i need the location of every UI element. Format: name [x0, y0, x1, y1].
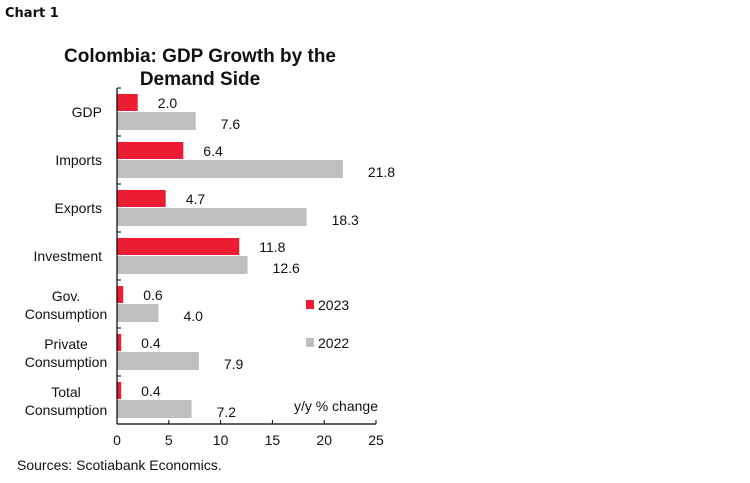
- bar-2022: [117, 112, 196, 130]
- bar-2022: [117, 304, 159, 322]
- chart-label: Chart 1: [5, 6, 59, 21]
- data-label: 4.7: [186, 191, 206, 207]
- data-label: 2.0: [158, 95, 178, 111]
- category-label: Exports: [55, 200, 102, 216]
- data-label: 0.6: [143, 287, 163, 303]
- bar-2022: [117, 160, 343, 178]
- bar-2022: [117, 352, 199, 370]
- category-label: Total: [51, 384, 81, 400]
- data-label: 18.3: [332, 212, 359, 228]
- category-label: Consumption: [25, 354, 108, 370]
- category-label: Investment: [34, 248, 103, 264]
- bar-2023: [117, 142, 184, 159]
- category-label: Imports: [55, 152, 102, 168]
- bar-2023: [117, 334, 122, 351]
- legend-swatch-2023: [306, 300, 314, 309]
- bar-2022: [117, 256, 248, 274]
- category-label: GDP: [72, 104, 102, 120]
- data-label: 6.4: [203, 143, 223, 159]
- x-tick-label: 0: [113, 432, 121, 448]
- x-tick-label: 5: [165, 432, 173, 448]
- data-label: 0.4: [141, 335, 161, 351]
- bar-2023: [117, 382, 122, 399]
- x-tick-label: 10: [213, 432, 229, 448]
- x-tick-label: 25: [368, 432, 384, 448]
- source-note: Sources: Scotiabank Economics.: [17, 457, 222, 473]
- bar-2023: [117, 286, 124, 303]
- x-tick-label: 20: [316, 432, 332, 448]
- data-label: 7.2: [217, 404, 237, 420]
- data-label: 0.4: [141, 383, 161, 399]
- data-label: 7.9: [224, 356, 244, 372]
- chart-title: Colombia: GDP Growth by the: [64, 46, 336, 67]
- bar-2022: [117, 400, 192, 418]
- bar-2023: [117, 94, 138, 111]
- data-label: 11.8: [259, 239, 285, 255]
- data-label: 21.8: [368, 164, 395, 180]
- legend-label: 2023: [318, 297, 349, 313]
- data-label: 12.6: [273, 260, 300, 276]
- bar-2023: [117, 190, 166, 207]
- chart-title: Demand Side: [140, 69, 260, 90]
- legend-swatch-2022: [306, 338, 314, 347]
- data-label: 4.0: [183, 308, 203, 324]
- category-label: Consumption: [25, 306, 108, 322]
- bar-2022: [117, 208, 307, 226]
- unit-label: y/y % change: [294, 398, 378, 414]
- data-label: 7.6: [221, 116, 241, 132]
- category-label: Gov.: [52, 288, 81, 304]
- legend-label: 2022: [318, 335, 349, 351]
- x-tick-label: 15: [265, 432, 281, 448]
- bar-2023: [117, 238, 240, 255]
- category-label: Private: [44, 336, 88, 352]
- category-label: Consumption: [25, 402, 108, 418]
